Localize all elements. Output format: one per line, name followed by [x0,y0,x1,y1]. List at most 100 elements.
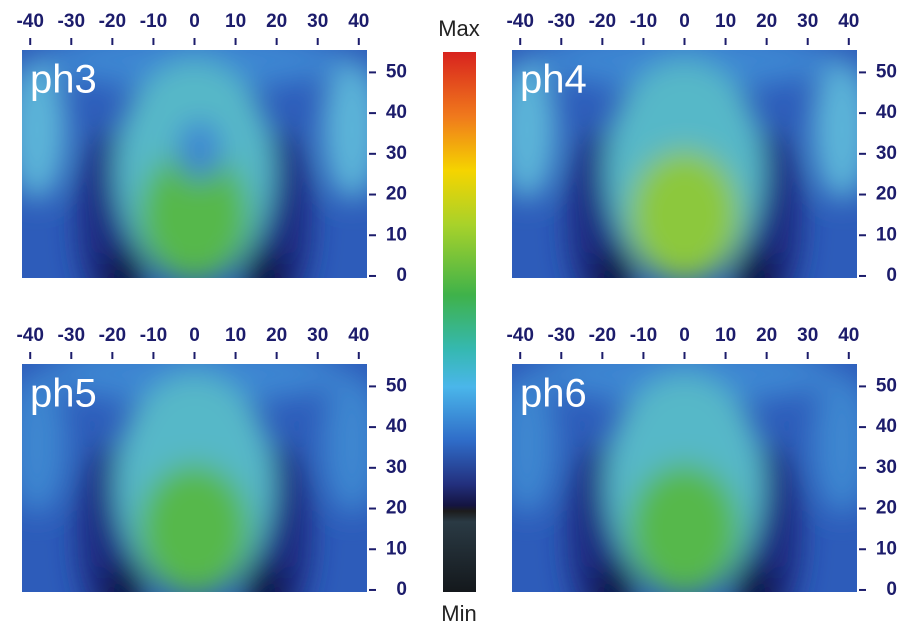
x-tick-label: -10 [140,11,167,32]
y-tick-label: 20 [386,184,407,205]
x-tick-label: 30 [307,325,328,346]
x-tick-label: 30 [797,325,818,346]
dark-corner [594,562,635,592]
x-tick-label: -40 [16,11,43,32]
core [629,150,740,278]
x-tick-label: -30 [58,325,85,346]
panel-label: ph6 [520,372,587,416]
x-tick-label: 40 [348,325,369,346]
x-tick-label: 40 [838,11,859,32]
y-tick-label: 40 [386,416,407,437]
side-band [22,374,67,514]
dark-corner [244,248,285,278]
heatmap-texture [22,364,367,592]
x-tick-label: -10 [140,325,167,346]
y-tick-label: 10 [386,538,407,559]
x-tick-label: -40 [506,11,533,32]
x-tick-label: -20 [99,325,126,346]
x-tick-label: 20 [756,325,777,346]
x-tick-label: 30 [797,11,818,32]
x-tick-label: -20 [589,325,616,346]
side-band [512,60,557,200]
x-tick-label: -10 [630,325,657,346]
x-tick-label: -20 [99,11,126,32]
panels: ph3 -40 -30 -20 -10 0 10 20 30 40 0 10 20 30 40 50 ph4 -4… [16,11,897,600]
colorbar [443,52,476,592]
y-tick-label: 50 [876,375,897,396]
heatmap-texture [22,50,367,278]
x-tick-label: -20 [589,11,616,32]
y-tick-label: 10 [876,538,897,559]
colorbar-max: Max [438,16,480,41]
panel-label: ph5 [30,372,97,416]
core [629,464,740,592]
dark-corner [734,248,775,278]
y-tick-label: 40 [386,102,407,123]
dark-corner [104,562,145,592]
heatmap-panel: ph3 [22,50,367,278]
dark-corner [734,562,775,592]
heatmap-image [22,50,367,278]
y-tick-label: 50 [876,61,897,82]
x-tick-label: 10 [715,325,736,346]
y-tick-label: 40 [876,416,897,437]
y-tick-label: 0 [396,265,407,286]
x-tick-label: 30 [307,11,328,32]
y-tick-label: 30 [386,457,407,478]
y-tick-label: 30 [386,143,407,164]
x-tick-label: 10 [225,325,246,346]
x-tick-label: 0 [679,325,690,346]
y-tick-label: 0 [396,579,407,600]
x-tick-label: -30 [548,325,575,346]
x-tick-label: 20 [266,11,287,32]
side-band [812,60,857,200]
x-tick-label: -40 [506,325,533,346]
x-tick-label: -40 [16,325,43,346]
x-tick-label: 10 [715,11,736,32]
heatmap-image [22,364,367,592]
x-tick-label: 10 [225,11,246,32]
y-tick-label: 50 [386,61,407,82]
side-band [22,60,67,200]
y-tick-label: 30 [876,457,897,478]
dark-corner [104,248,145,278]
x-tick-label: 0 [189,11,200,32]
x-tick-label: 20 [756,11,777,32]
x-tick-label: 20 [266,325,287,346]
y-tick-label: 10 [876,224,897,245]
y-tick-label: 30 [876,143,897,164]
colorbar-min: Min [441,601,476,626]
y-tick-label: 10 [386,224,407,245]
side-band [512,374,557,514]
side-band [812,374,857,514]
x-tick-label: 0 [679,11,690,32]
x-tick-label: 40 [348,11,369,32]
x-tick-label: -30 [58,11,85,32]
x-tick-label: -10 [630,11,657,32]
heatmap-panel: ph6 [512,364,857,592]
panel-label: ph4 [520,58,587,102]
side-band [322,374,367,514]
panel-label: ph3 [30,58,97,102]
y-tick-label: 0 [886,579,897,600]
y-tick-label: 0 [886,265,897,286]
core [139,464,250,592]
y-tick-label: 40 [876,102,897,123]
heatmap-panel: ph5 [22,364,367,592]
x-tick-label: -30 [548,11,575,32]
side-band [322,60,367,200]
dark-corner [594,248,635,278]
heatmap-texture [512,364,857,592]
dark-corner [244,562,285,592]
y-tick-label: 50 [386,375,407,396]
heatmap-image [512,364,857,592]
y-tick-label: 20 [876,498,897,519]
core [139,150,250,278]
heatmap-image [512,50,857,278]
y-tick-label: 20 [386,498,407,519]
heatmap-panel: ph4 [512,50,857,278]
x-tick-label: 0 [189,325,200,346]
heatmap-texture [512,50,857,278]
notch [177,120,222,180]
